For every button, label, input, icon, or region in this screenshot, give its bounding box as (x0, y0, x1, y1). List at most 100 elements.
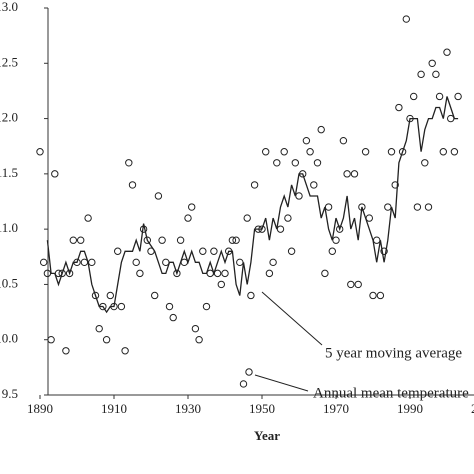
data-point (213, 269, 222, 278)
data-point (102, 336, 111, 344)
data-point (65, 269, 74, 278)
data-point (384, 203, 392, 211)
data-point (421, 159, 429, 167)
data-point (84, 214, 92, 222)
x-tick-label: 2010 (471, 401, 474, 416)
y-tick-label: 13.0 (0, 0, 18, 14)
data-point (221, 269, 229, 278)
data-point (95, 324, 103, 333)
data-point (88, 258, 96, 267)
data-point (291, 159, 299, 167)
data-point (62, 347, 70, 355)
data-point (51, 170, 59, 178)
y-tick-label: 10.0 (0, 331, 18, 346)
x-tick-label: 1930 (175, 401, 201, 416)
data-point (243, 214, 251, 222)
data-point (143, 236, 152, 244)
annotation-leader (254, 374, 309, 392)
data-point (302, 136, 311, 145)
data-point (332, 236, 340, 244)
x-tick-label: 1990 (397, 401, 423, 416)
data-point (132, 258, 140, 267)
data-point (454, 92, 462, 101)
data-point (191, 324, 200, 333)
data-point (43, 269, 52, 278)
data-point (417, 70, 425, 79)
data-point (54, 269, 63, 278)
data-point (195, 336, 203, 344)
data-point (154, 192, 163, 200)
x-tick-label: 1950 (249, 401, 275, 416)
data-point (339, 136, 348, 145)
data-point (295, 192, 303, 200)
data-point (428, 59, 436, 67)
data-point (280, 148, 288, 156)
data-point (91, 291, 100, 300)
data-point (117, 302, 126, 311)
data-point (162, 258, 170, 267)
data-point (380, 247, 388, 255)
data-point (350, 170, 359, 178)
x-axis-label: Year (254, 428, 280, 443)
data-point (250, 181, 259, 189)
data-point (47, 336, 55, 344)
data-point (447, 114, 455, 123)
data-point (69, 236, 78, 244)
data-point (265, 269, 274, 278)
data-point (206, 269, 214, 278)
annotation: Annual mean temperature (313, 385, 469, 401)
data-point (199, 247, 207, 255)
data-point (310, 181, 318, 189)
data-point (136, 269, 144, 278)
data-point (402, 15, 410, 23)
data-point (276, 225, 285, 233)
data-point (450, 148, 459, 156)
data-point (373, 236, 381, 244)
data-point (284, 214, 292, 222)
data-point (40, 258, 48, 267)
data-point (128, 181, 137, 189)
x-tick-label: 1910 (101, 401, 127, 416)
data-point (317, 125, 325, 134)
data-point (321, 269, 329, 278)
y-tick-label: 10.5 (0, 275, 18, 290)
data-point (343, 170, 351, 178)
data-point (439, 148, 447, 156)
data-point (180, 258, 189, 267)
data-point (413, 203, 422, 211)
data-point (114, 247, 122, 255)
data-point (443, 48, 451, 56)
data-point (210, 247, 218, 255)
x-tick-label: 1970 (323, 401, 349, 416)
data-point (365, 214, 373, 222)
data-point (236, 258, 244, 267)
data-point (376, 291, 385, 300)
data-point (184, 214, 192, 222)
data-point (395, 103, 403, 112)
y-tick-label: 9.5 (2, 386, 18, 401)
data-point (273, 159, 281, 167)
data-point (121, 347, 129, 355)
data-point (347, 280, 355, 289)
y-tick-label: 11.5 (0, 165, 18, 180)
data-point (336, 225, 344, 233)
data-point (287, 247, 296, 255)
annotation-leader (261, 291, 323, 346)
data-point (247, 291, 255, 300)
data-point (424, 203, 433, 211)
x-tick-label: 1890 (27, 401, 53, 416)
data-point (202, 302, 211, 311)
data-point (188, 203, 196, 211)
data-point (369, 291, 377, 300)
y-tick-label: 12.0 (0, 110, 18, 125)
data-point (328, 247, 336, 255)
data-point (80, 258, 89, 267)
y-tick-label: 11.0 (0, 220, 18, 235)
legend-marker (245, 368, 253, 376)
data-point (306, 148, 314, 156)
data-point (398, 148, 407, 156)
data-point (324, 203, 333, 211)
data-point (169, 313, 177, 322)
